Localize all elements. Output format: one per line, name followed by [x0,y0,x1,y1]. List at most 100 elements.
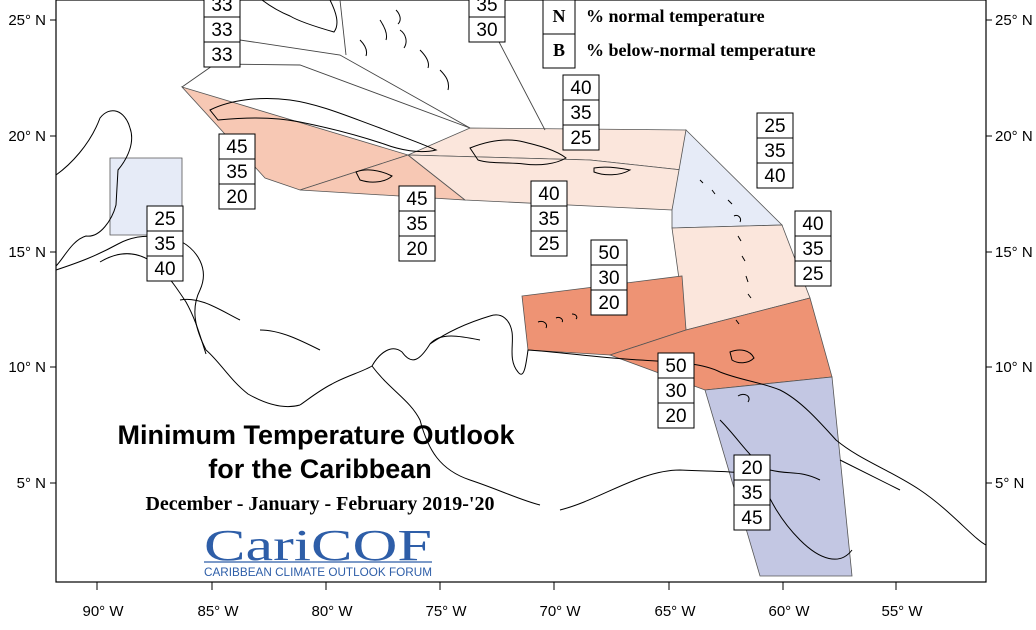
legend-key-normal: N [553,6,566,26]
probability-box-belize: 25 35 40 [146,205,184,282]
probability-cell [530,230,568,257]
probability-cell [146,205,184,232]
longitude-label: 60° W [768,603,810,620]
zone-guianas [704,376,853,577]
probability-cell [657,352,695,379]
probability-cell [468,16,506,43]
probability-cell [794,260,832,287]
legend-label-below: % below-normal temperature [586,40,816,60]
probability-cell [657,402,695,429]
zone-outline-north [181,63,471,129]
logo-tagline: CARIBBEAN CLIMATE OUTLOOK FORUM [204,567,432,579]
map-period: December - January - February 2019-'20 [145,493,494,515]
longitude-label: 65° W [654,603,696,620]
logo-wordmark: CariCOF [204,521,432,570]
probability-cell [398,235,436,262]
probability-value: 35 [406,214,427,235]
legend-key-box [542,0,576,35]
latitude-label-right: 5° N [995,475,1024,492]
longitude-label: 70° W [539,603,581,620]
longitude-label: 75° W [425,603,467,620]
latitude-axis-right: 25° N 20° N 15° N 10° N 5° N [986,12,1033,492]
latitude-label-right: 20° N [995,128,1033,145]
probability-cell [794,210,832,237]
zone-outline-line [339,0,347,56]
probability-value: 20 [598,293,619,314]
probability-value: 33 [211,0,232,16]
probability-value: 33 [211,45,232,66]
probability-cell [530,180,568,207]
probability-cell [756,112,794,139]
longitude-label: 90° W [82,603,124,620]
legend: N % normal temperature B % below-normal … [542,0,816,69]
latitude-label-left: 5° N [17,475,46,492]
probability-value: 45 [406,189,427,210]
probability-box-trinidad: 50 30 20 [657,352,695,429]
probability-cell [146,255,184,282]
probability-value: 40 [764,166,785,187]
probability-box-windward-islands: 40 35 25 [794,210,832,287]
probability-cell [562,124,600,151]
probability-value: 40 [570,78,591,99]
probability-value: 30 [665,381,686,402]
probability-value: 35 [538,209,559,230]
zone-outline-line [497,39,546,131]
probability-cell [756,137,794,164]
probability-box-jamaica: 45 35 20 [398,185,436,262]
probability-cell [218,183,256,210]
probability-box-leeward-islands: 25 35 40 [756,112,794,189]
probability-value: 35 [154,234,175,255]
probability-value: 25 [570,128,591,149]
probability-value: 20 [741,458,762,479]
probability-value: 25 [802,264,823,285]
latitude-label-right: 25° N [995,12,1033,29]
probability-cell [218,158,256,185]
legend-label-normal: % normal temperature [586,6,765,26]
probability-value: 50 [665,356,686,377]
probability-cell [203,41,241,68]
latitude-label-left: 25° N [8,12,46,29]
caricof-logo: CariCOF CARIBBEAN CLIMATE OUTLOOK FORUM [204,521,432,579]
longitude-label: 55° W [881,603,923,620]
probability-value: 40 [154,259,175,280]
probability-value: 25 [154,209,175,230]
probability-value: 25 [538,234,559,255]
probability-cell [756,162,794,189]
probability-box-puerto-rico-south: 40 35 25 [530,180,568,257]
latitude-axis-left: 25° N 20° N 15° N 10° N 5° N [8,12,56,492]
probability-value: 33 [211,20,232,41]
probability-value: 35 [476,0,497,16]
probability-box-bahamas-north: 33 33 33 [203,0,241,68]
probability-value: 35 [570,103,591,124]
probability-box-guianas: 20 35 45 [733,454,771,531]
legend-key-box [542,33,576,69]
probability-cell [590,239,628,266]
probability-value: 30 [476,20,497,41]
legend-key-below: B [553,40,565,60]
map-title-line1: Minimum Temperature Outlook [117,420,515,450]
latitude-label-left: 20° N [8,128,46,145]
probability-box-cuba-jamaica-west: 45 35 20 [218,133,256,210]
probability-cell [733,479,771,506]
probability-value: 45 [741,508,762,529]
latitude-label-right: 10° N [995,359,1033,376]
longitude-label: 80° W [311,603,353,620]
latitude-label-right: 15° N [995,244,1033,261]
probability-cell [398,210,436,237]
coastlines [55,0,987,560]
map-frame [55,0,987,583]
probability-value: 35 [764,141,785,162]
probability-value: 20 [406,239,427,260]
probability-value: 35 [226,162,247,183]
longitude-label: 85° W [197,603,239,620]
probability-cell [657,377,695,404]
probability-value: 50 [598,243,619,264]
probability-box-abc-islands: 50 30 20 [590,239,628,316]
longitude-axis-bottom: 90° W 85° W 80° W 75° W 70° W 65° W 60° W 55° W [82,582,923,620]
probability-cell [733,454,771,481]
probability-value: 35 [741,483,762,504]
probability-value: 20 [226,187,247,208]
